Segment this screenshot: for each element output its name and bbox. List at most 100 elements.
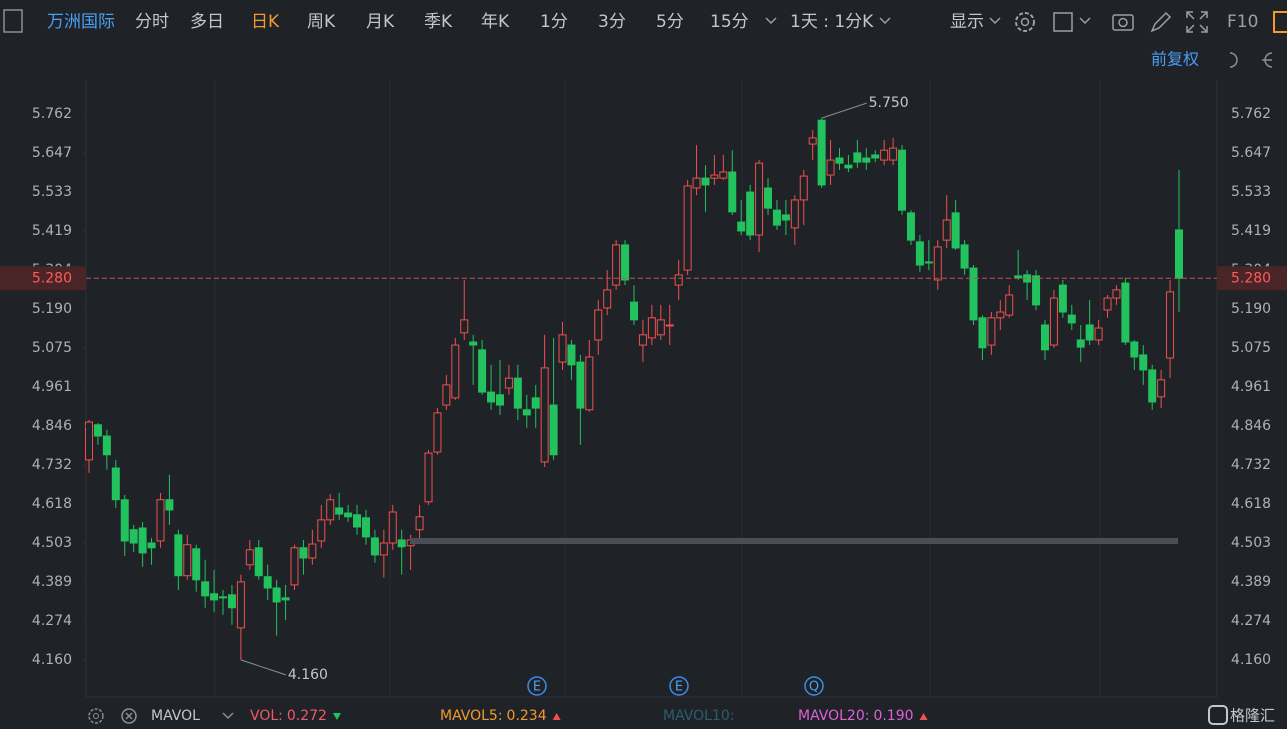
candle-body	[236, 581, 245, 629]
candle-body	[978, 317, 987, 349]
candle-body	[361, 517, 370, 538]
event-circle[interactable]	[804, 676, 824, 696]
adjust-mode[interactable]: 前复权	[1151, 50, 1199, 69]
indicator-name[interactable]: MAVOL	[151, 708, 200, 724]
candle-body	[987, 317, 996, 346]
period-tab[interactable]: 周K	[307, 12, 336, 32]
period-tab[interactable]: 季K	[424, 12, 453, 32]
sidebar-toggle[interactable]	[3, 9, 23, 33]
y2-tick-label: 5.762	[1231, 106, 1271, 122]
last-price-box-right	[1217, 266, 1287, 291]
candle-body	[889, 147, 898, 161]
period-tab[interactable]: 日K	[251, 12, 280, 32]
candle-body	[433, 412, 442, 453]
candle-body	[880, 149, 889, 161]
fullscreen-icon[interactable]	[1186, 11, 1208, 33]
panel-icon[interactable]	[1273, 11, 1287, 33]
period-tab[interactable]: 5分	[656, 12, 684, 32]
settings-icon[interactable]	[1015, 12, 1035, 32]
period-tab[interactable]: 1分	[540, 12, 568, 32]
period-tabs: 分时 多日 日K 周K 月K 季K 年K 1分 3分 5分 15分	[135, 12, 749, 32]
indicator-settings-icon[interactable]	[88, 708, 104, 724]
candle-body	[1139, 354, 1148, 371]
drawn-level-line[interactable]	[410, 538, 1178, 544]
candle-body	[460, 319, 469, 334]
last-price-box	[0, 266, 86, 291]
event-circle[interactable]	[527, 676, 547, 696]
period-tab[interactable]: 多日	[190, 12, 224, 32]
event-label: E	[533, 680, 541, 695]
trend-arrow	[919, 713, 928, 720]
candle-body	[120, 499, 129, 542]
period-tab[interactable]: 15分	[710, 12, 749, 32]
candle-body	[192, 548, 201, 581]
candle-body	[835, 157, 844, 164]
candle-body	[415, 516, 424, 531]
period-tab[interactable]: 分时	[135, 12, 169, 32]
candle-body	[424, 452, 433, 503]
candle-body	[165, 499, 174, 511]
candle-body	[540, 367, 549, 463]
y2-tick-label: 4.846	[1231, 418, 1271, 434]
candle-body	[558, 334, 567, 363]
candle-body	[102, 435, 111, 456]
period-tab[interactable]: 月K	[366, 12, 395, 32]
extreme-leader	[240, 659, 287, 676]
vertical-dividers	[214, 80, 1101, 697]
period-tab[interactable]: 年K	[481, 12, 510, 32]
candle-body	[1049, 297, 1058, 346]
candle-body	[576, 361, 585, 409]
candle-body	[93, 424, 102, 437]
candle-body	[808, 137, 817, 145]
y-tick-label: 4.846	[32, 418, 72, 434]
candle-body	[1166, 291, 1175, 359]
candle-body	[871, 154, 880, 159]
reset-icon[interactable]	[1262, 52, 1273, 68]
brand: 格隆汇	[1208, 705, 1275, 725]
period-tab[interactable]: 3分	[598, 12, 626, 32]
y2-tick-label: 5.419	[1231, 223, 1271, 239]
candle-body	[156, 499, 165, 542]
display-menu[interactable]: 显示	[950, 12, 984, 32]
candle-body	[1076, 339, 1085, 348]
candle-body	[129, 529, 138, 544]
undo-icon[interactable]	[1229, 52, 1238, 68]
screenshot-icon[interactable]	[1112, 14, 1134, 31]
candle-body	[933, 246, 942, 281]
candle-body	[665, 324, 674, 327]
candle-body	[746, 191, 755, 236]
candle-body	[1175, 229, 1183, 279]
candle-body	[487, 391, 496, 403]
candle-body	[1058, 284, 1067, 313]
candle-body	[701, 177, 710, 186]
more-chevron[interactable]	[765, 17, 777, 25]
symbol[interactable]: 万洲国际	[47, 12, 115, 32]
draw-icon[interactable]	[1150, 11, 1172, 33]
candle-body	[630, 301, 638, 321]
y2-tick-label: 5.533	[1231, 184, 1271, 200]
candle-body	[728, 171, 737, 213]
candle-body	[853, 152, 862, 163]
indicator-chevron[interactable]	[222, 712, 234, 720]
candle-body	[201, 581, 210, 597]
indicator-value: 0.190	[873, 708, 913, 724]
y-tick-label: 5.762	[32, 106, 72, 122]
candle-body	[844, 164, 853, 169]
interval-select[interactable]: 1天 : 1分K	[790, 12, 874, 32]
candle-body	[308, 543, 317, 559]
event-circle[interactable]	[669, 676, 689, 696]
indicator-close-icon[interactable]	[121, 708, 137, 724]
f10-button[interactable]: F10	[1227, 12, 1258, 32]
candle-body	[790, 199, 799, 229]
candle-body	[317, 519, 326, 542]
candle-body	[951, 212, 960, 249]
y2-tick-label: 4.274	[1231, 613, 1271, 629]
candle-body	[1148, 369, 1157, 403]
candle-body	[755, 162, 764, 236]
layout-icon[interactable]	[1053, 12, 1073, 32]
candle-body	[299, 547, 308, 559]
event-label: E	[675, 680, 683, 695]
candle-body	[245, 549, 254, 566]
trend-arrow	[552, 713, 561, 720]
